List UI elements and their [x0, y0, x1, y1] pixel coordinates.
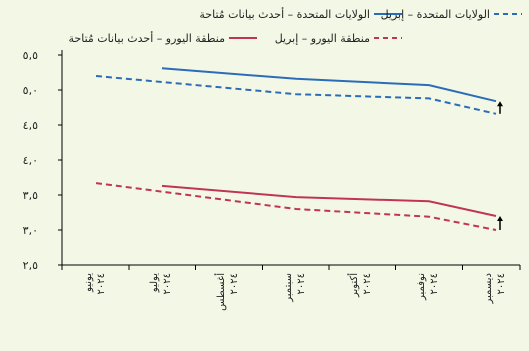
- x-tick-label-year: ٢٠٢٤: [362, 273, 373, 294]
- change-arrow-head: [497, 101, 503, 107]
- y-tick-label: ٢,٥: [23, 259, 38, 272]
- series-line: [95, 75, 497, 115]
- legend-label: الولايات المتحدة – أحدث بيانات مُتاحة: [199, 7, 370, 21]
- series-line: [161, 67, 497, 103]
- y-tick-label: ٣,٠: [23, 224, 38, 237]
- x-tick-label: أغسطس: [214, 273, 227, 311]
- legend-label: الولايات المتحدة – إبريل: [381, 8, 490, 21]
- y-tick-label: ٥,٠: [23, 84, 38, 97]
- series-line: [161, 184, 497, 217]
- x-tick-label: يونيو: [83, 273, 94, 293]
- x-tick-label-year: ٢٠٢٤: [296, 273, 307, 294]
- x-tick-label: سبتمبر: [283, 273, 294, 303]
- x-tick-label-year: ٢٠٢٤: [96, 273, 107, 294]
- x-tick-label: ديسمبر: [483, 273, 494, 304]
- x-tick-label-year: ٢٠٢٤: [229, 273, 240, 294]
- legend-label: منطقة اليورو – إبريل: [275, 32, 370, 45]
- x-tick-label: يوليو: [149, 273, 160, 293]
- x-tick-label: نوفمبر: [416, 273, 427, 301]
- y-tick-label: ٥,٥: [23, 49, 38, 62]
- x-tick-label-year: ٢٠٢٤: [429, 273, 440, 294]
- series-line: [95, 182, 497, 231]
- x-tick-label: أكتوبر: [347, 273, 360, 298]
- x-tick-label-year: ٢٠٢٤: [496, 273, 507, 294]
- x-tick-label-year: ٢٠٢٤: [162, 273, 173, 294]
- change-arrow-head: [497, 216, 503, 221]
- y-tick-label: ٤,٠: [23, 154, 38, 167]
- y-tick-label: ٤,٥: [23, 119, 38, 132]
- y-tick-label: ٣,٥: [23, 189, 38, 202]
- legend-label: منطقة اليورو – أحدث بيانات مُتاحة: [69, 31, 226, 45]
